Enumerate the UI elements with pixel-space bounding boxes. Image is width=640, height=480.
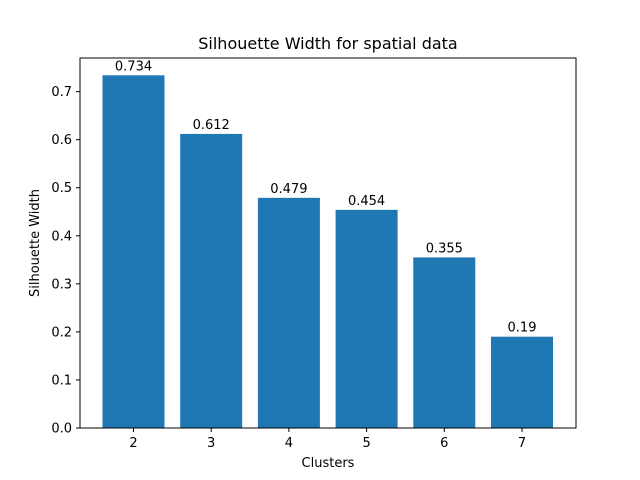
x-axis: 2 3 4 5 6 7 (129, 428, 526, 451)
data-label-4: 0.479 (270, 182, 307, 197)
y-tick-label: 0.2 (51, 325, 72, 340)
data-label-3: 0.612 (193, 118, 230, 133)
y-tick-label: 0.0 (51, 422, 72, 437)
plot-frame (79, 57, 577, 429)
y-axis-label: Silhouette Width (28, 189, 43, 297)
data-labels: 0.734 0.612 0.479 0.454 0.355 0.19 (115, 59, 537, 335)
data-label-7: 0.19 (508, 321, 537, 336)
data-label-5: 0.454 (348, 194, 385, 209)
bar-7 (491, 336, 553, 428)
x-tick-label: 4 (285, 436, 293, 451)
y-tick-label: 0.7 (51, 85, 72, 100)
x-tick-label: 7 (518, 436, 526, 451)
x-axis-label: Clusters (302, 456, 355, 471)
y-tick-label: 0.5 (51, 181, 72, 196)
y-tick-label: 0.4 (51, 229, 72, 244)
data-label-6: 0.355 (426, 241, 463, 256)
y-tick-label: 0.3 (51, 277, 72, 292)
bar-5 (335, 209, 398, 428)
bar-3 (180, 133, 243, 429)
x-tick-label: 6 (440, 436, 448, 451)
chart-title: Silhouette Width for spatial data (198, 34, 457, 53)
x-tick-label: 5 (362, 436, 370, 451)
bar-6 (413, 257, 476, 428)
y-tick-label: 0.1 (51, 373, 72, 388)
bars-layer (102, 75, 553, 429)
bar-2 (102, 75, 165, 428)
x-tick-label: 3 (207, 436, 215, 451)
data-label-2: 0.734 (115, 59, 152, 74)
y-tick-label: 0.6 (51, 133, 72, 148)
bar-4 (257, 197, 320, 428)
y-axis: 0.0 0.1 0.2 0.3 0.4 0.5 0.6 0.7 (51, 85, 80, 437)
x-tick-label: 2 (129, 436, 137, 451)
